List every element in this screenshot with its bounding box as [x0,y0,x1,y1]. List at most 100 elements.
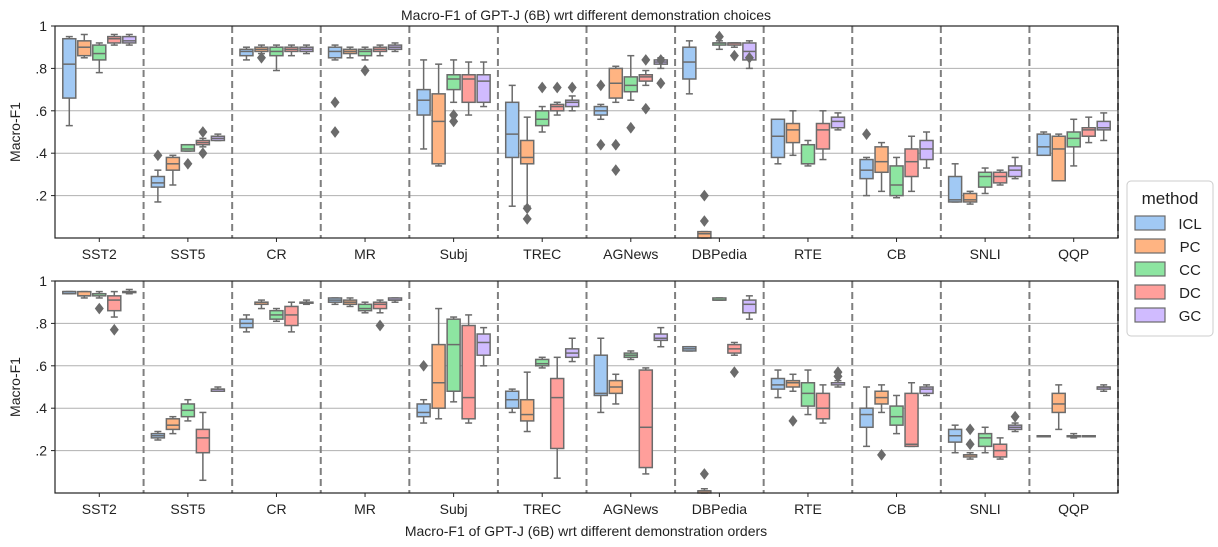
legend-item-pc: PC [1134,238,1201,256]
outlier-point [611,164,621,177]
box-body [549,377,565,450]
legend-item-cc: CC [1134,261,1201,279]
box-body [815,122,831,150]
y-tick-label: .4 [35,145,47,161]
box-pc-rte [785,110,801,157]
box-gc-cr [299,299,314,306]
box-gc-sst2 [122,33,137,46]
box-icl-sst2 [62,35,77,127]
x-tick-label: TREC [523,246,561,262]
box-cc-rte [800,139,816,167]
y-tick-label: 1 [39,273,47,289]
x-tick-label: SNLI [970,246,1001,262]
box-icl-snli [947,163,963,203]
box-icl-mr [327,297,343,306]
box-body [416,403,431,418]
box-pc-agnews [608,65,624,177]
legend-label: ICL [1178,216,1201,233]
box-pc-mr [342,297,358,308]
y-tick-label: .6 [35,103,47,119]
box-gc-agnews [653,54,669,90]
box-dc-mr [372,44,388,57]
outlier-point [109,323,119,336]
box-pc-cr [254,299,269,310]
box-gc-subj [476,61,491,108]
x-tick-label: Subj [440,501,468,517]
legend: method ICL PC CC DC GC [1126,180,1214,337]
box-pc-sst2 [77,33,92,59]
box-pc-cb [874,384,889,461]
box-cc-mr [357,301,373,314]
box-icl-sst5 [150,430,166,441]
y-axis-label: Macro-F1 [7,357,23,417]
box-body [682,46,697,80]
legend-swatch [1134,261,1166,277]
top-panel: .2 .4 .6 .8 1 Macro-F1 SST2 SST5 CR MR Subj TREC AGN… [7,18,1119,262]
box-icl-subj [416,59,431,150]
legend-item-gc: GC [1134,307,1201,325]
box-body [919,386,934,395]
outlier-point [522,213,532,225]
outlier-point [567,81,577,94]
box-dc-cr [284,44,299,57]
box-body [549,103,565,112]
x-tick-label: MR [354,501,376,517]
box-body [904,148,919,178]
box-gc-qqp [1096,384,1111,392]
x-tick-label: TREC [523,501,561,517]
outlier-point [537,81,547,94]
box-body [372,301,388,310]
plot-frame [54,25,1119,239]
box-icl-dbpedia [682,40,697,95]
box-dc-rte [815,110,831,161]
box-cc-snli [977,167,993,195]
top-panel-title: Macro-F1 of GPT-J (6B) wrt different dem… [401,7,771,23]
box-dc-sst5 [195,411,211,482]
box-body [1036,133,1051,157]
box-dc-sst5 [195,126,211,160]
x-tick-label: AGNews [603,501,658,517]
y-tick-label: .2 [35,443,47,459]
box-body [504,101,520,159]
legend-swatch [1134,284,1166,300]
box-body [904,392,919,448]
box-body [461,74,476,104]
box-body [327,46,343,59]
box-body [239,48,254,57]
box-body [165,418,181,431]
box-body [638,369,654,469]
box-body [357,48,373,57]
x-tick-label: MR [354,246,376,262]
legend-label: PC [1180,239,1201,256]
box-body [859,407,874,429]
box-body [62,37,77,99]
box-dc-snli [992,437,1008,460]
outlier-point [198,126,208,138]
y-tick-label: .8 [35,60,47,76]
outlier-point [94,302,104,315]
box-icl-cr [239,46,254,61]
box-dc-rte [815,384,831,424]
box-icl-subj [416,359,431,424]
box-dc-subj [461,314,476,424]
outlier-point [522,202,532,215]
outlier-point [375,319,385,332]
box-body [785,122,801,144]
box-icl-dbpedia [682,345,697,352]
box-dc-sst2 [107,290,122,336]
box-gc-snli [1007,156,1023,180]
x-tick-label: AGNews [603,246,658,262]
outlier-point [744,51,754,64]
box-pc-rte [785,373,801,427]
box-body [446,318,461,392]
box-body [977,171,993,188]
x-tick-label: RTE [794,246,822,262]
x-tick-label: QQP [1058,246,1089,262]
box-dc-trec [549,356,565,479]
box-cc-agnews [623,54,639,134]
box-body [800,143,816,165]
box-dc-cb [904,135,919,193]
box-icl-rte [770,369,786,399]
x-tick-label: RTE [794,501,822,517]
